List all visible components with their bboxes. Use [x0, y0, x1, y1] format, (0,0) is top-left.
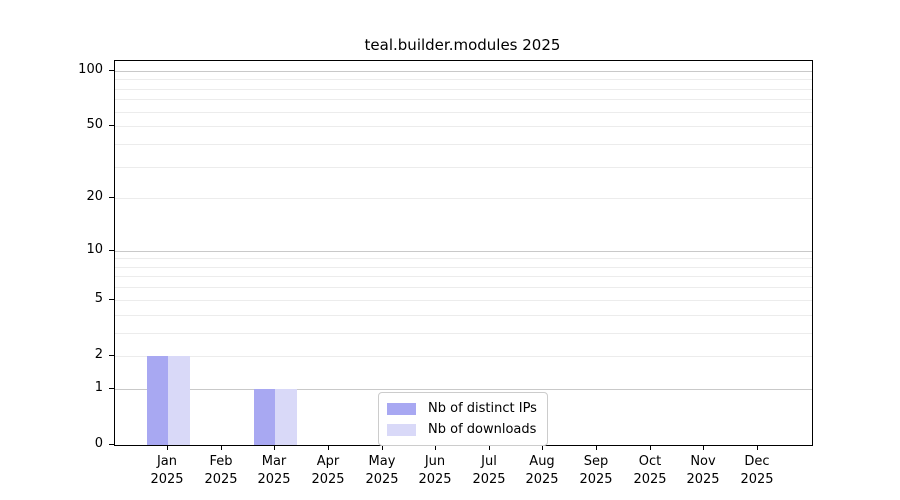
y-tick-mark: [109, 444, 114, 445]
bar-downloads-mar: [275, 388, 297, 445]
x-tick-month: Feb: [209, 454, 233, 469]
x-tick-year: 2025: [311, 472, 345, 487]
x-tick-year: 2025: [740, 472, 774, 487]
y-gridline-80: [115, 89, 812, 90]
x-tick-month: Mar: [261, 454, 287, 469]
x-tick-mark: [757, 445, 758, 450]
legend-swatch-downloads: [387, 423, 416, 436]
y-tick-label: 2: [94, 347, 103, 362]
x-tick-year: 2025: [365, 472, 399, 487]
y-gridline-60: [115, 112, 812, 113]
y-gridline-4: [115, 315, 812, 316]
x-tick-label-oct: Oct 2025: [610, 453, 690, 489]
y-gridline-9: [115, 258, 812, 259]
y-gridline-20: [115, 198, 812, 199]
y-tick-label: 5: [94, 291, 103, 306]
y-gridline-7: [115, 276, 812, 277]
y-gridline-40: [115, 144, 812, 145]
legend-label-distinct-ips: Nb of distinct IPs: [428, 401, 537, 416]
x-tick-month: Nov: [690, 454, 716, 469]
x-tick-label-nov: Nov 2025: [663, 453, 743, 489]
y-gridline-3: [115, 333, 812, 334]
y-tick-mark: [109, 388, 114, 389]
x-tick-label-may: May 2025: [342, 453, 422, 489]
x-tick-month: Jul: [481, 454, 497, 469]
x-tick-mark: [221, 445, 222, 450]
legend-swatch-distinct-ips: [387, 402, 416, 415]
x-tick-year: 2025: [472, 472, 506, 487]
y-tick-label: 50: [86, 117, 103, 132]
x-tick-mark: [328, 445, 329, 450]
y-gridline-10: [115, 251, 812, 252]
x-tick-month: Oct: [638, 454, 662, 469]
bar-distinct-ips-mar: [253, 388, 276, 445]
y-gridline-90: [115, 79, 812, 80]
y-gridline-5: [115, 300, 812, 301]
x-tick-year: 2025: [418, 472, 452, 487]
y-tick-mark: [109, 299, 114, 300]
x-tick-year: 2025: [686, 472, 720, 487]
x-tick-month: Aug: [529, 454, 555, 469]
legend-item-downloads: Nb of downloads: [387, 419, 537, 440]
x-tick-year: 2025: [525, 472, 559, 487]
x-tick-label-aug: Aug 2025: [502, 453, 582, 489]
x-tick-month: Apr: [316, 454, 340, 469]
y-gridline-8: [115, 267, 812, 268]
y-tick-label: 1: [94, 380, 103, 395]
x-tick-label-jul: Jul 2025: [449, 453, 529, 489]
x-tick-label-apr: Apr 2025: [288, 453, 368, 489]
x-tick-label-dec: Dec 2025: [717, 453, 797, 489]
y-gridline-100: [115, 71, 812, 72]
x-tick-year: 2025: [257, 472, 291, 487]
y-gridline-30: [115, 167, 812, 168]
y-tick-label: 100: [78, 62, 103, 77]
chart-title: teal.builder.modules 2025: [364, 36, 561, 54]
x-tick-label-jan: Jan 2025: [127, 453, 207, 489]
y-tick-mark: [109, 355, 114, 356]
legend-label-downloads: Nb of downloads: [428, 422, 537, 437]
x-tick-label-mar: Mar 2025: [234, 453, 314, 489]
x-tick-label-jun: Jun 2025: [395, 453, 475, 489]
y-gridline-2: [115, 356, 812, 357]
x-tick-month: Sep: [583, 454, 609, 469]
bar-distinct-ips-jan: [146, 355, 168, 445]
x-tick-mark: [542, 445, 543, 450]
y-tick-label: 0: [94, 436, 103, 451]
x-tick-month: May: [368, 454, 396, 469]
x-tick-label-sep: Sep 2025: [556, 453, 636, 489]
x-tick-mark: [596, 445, 597, 450]
x-tick-year: 2025: [633, 472, 667, 487]
y-tick-mark: [109, 70, 114, 71]
y-tick-label: 20: [86, 189, 103, 204]
bar-downloads-jan: [168, 355, 190, 445]
x-tick-year: 2025: [204, 472, 238, 487]
x-tick-mark: [274, 445, 275, 450]
x-tick-mark: [435, 445, 436, 450]
y-tick-mark: [109, 125, 114, 126]
y-gridline-50: [115, 126, 812, 127]
x-tick-mark: [703, 445, 704, 450]
x-tick-mark: [382, 445, 383, 450]
x-tick-month: Jan: [156, 454, 178, 469]
y-gridline-1: [115, 389, 812, 390]
y-tick-label: 10: [86, 242, 103, 257]
plot-area: [114, 60, 813, 446]
x-tick-label-feb: Feb 2025: [181, 453, 261, 489]
x-tick-year: 2025: [150, 472, 184, 487]
x-tick-mark: [167, 445, 168, 450]
x-tick-mark: [489, 445, 490, 450]
x-tick-year: 2025: [579, 472, 613, 487]
y-tick-mark: [109, 197, 114, 198]
y-tick-mark: [109, 250, 114, 251]
legend-item-distinct-ips: Nb of distinct IPs: [387, 398, 537, 419]
y-gridline-70: [115, 99, 812, 100]
legend: Nb of distinct IPs Nb of downloads: [378, 392, 548, 446]
y-gridline-6: [115, 287, 812, 288]
x-tick-month: Dec: [744, 454, 770, 469]
x-tick-mark: [650, 445, 651, 450]
x-tick-month: Jun: [424, 454, 446, 469]
